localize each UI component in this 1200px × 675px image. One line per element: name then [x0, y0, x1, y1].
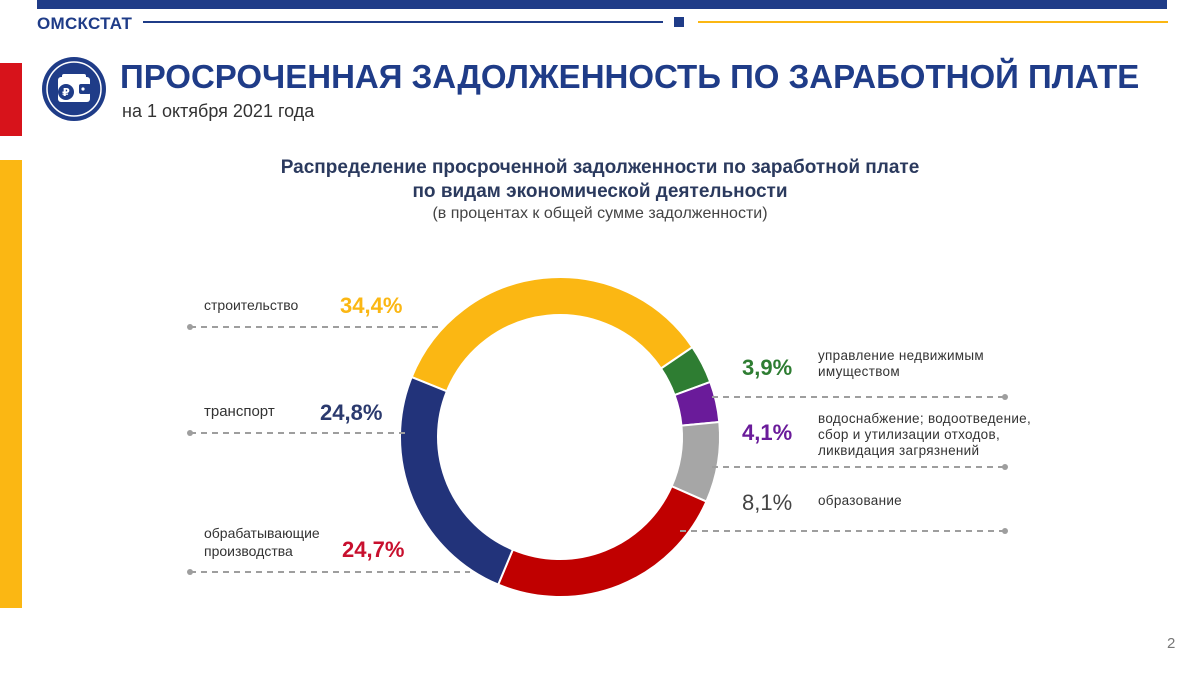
wallet-ruble-icon: ₽	[42, 57, 106, 121]
donut-slice-manufacturing	[496, 484, 708, 598]
top-bar	[37, 0, 1167, 9]
chart-title-line-2: по видам экономической деятельности	[412, 181, 788, 202]
donut-slice-construction	[410, 276, 694, 393]
slice-value-construction: 34,4%	[340, 293, 403, 318]
red-accent-bar	[0, 63, 22, 136]
leader-dot-education	[1002, 528, 1008, 534]
slice-label-water: водоснабжение; водоотведение, сбор и ути…	[818, 411, 1032, 458]
donut-slice-transport	[399, 375, 515, 586]
leader-dot-manufacturing	[187, 569, 193, 575]
page-number: 2	[1167, 635, 1176, 652]
page-title: ПРОСРОЧЕННАЯ ЗАДОЛЖЕННОСТЬ ПО ЗАРАБОТНОЙ…	[120, 58, 1140, 95]
brand-name: ОМСКСТАТ	[37, 14, 133, 33]
leader-dot-transport	[187, 430, 193, 436]
slice-value-transport: 24,8%	[320, 400, 383, 425]
slice-value-water: 4,1%	[742, 420, 793, 445]
chart-title: Распределение просроченной задолженности…	[250, 156, 950, 204]
svg-text:₽: ₽	[62, 86, 70, 99]
page-subtitle: на 1 октября 2021 года	[122, 101, 315, 121]
leader-dot-real-estate	[1002, 394, 1008, 400]
slice-label-education: образование	[818, 493, 902, 508]
leader-dot-water	[1002, 464, 1008, 470]
slice-label-manufacturing: обрабатывающие производства	[204, 525, 320, 559]
slice-value-real-estate: 3,9%	[742, 355, 793, 380]
slice-label-real-estate: управление недвижимым имуществом	[818, 348, 984, 379]
slice-value-education: 8,1%	[742, 490, 793, 515]
chart-title-line-1: Распределение просроченной задолженности…	[280, 157, 920, 178]
slice-value-manufacturing: 24,7%	[342, 537, 405, 562]
header-divider-gold	[698, 21, 1168, 23]
header-square-marker	[674, 17, 684, 27]
header-divider-navy	[143, 21, 663, 23]
leader-dot-construction	[187, 324, 193, 330]
chart-note: (в процентах к общей сумме задолженности…	[432, 205, 768, 222]
gold-accent-bar	[0, 160, 22, 608]
slice-label-construction: строительство	[204, 297, 299, 313]
slice-label-transport: транспорт	[204, 403, 275, 420]
